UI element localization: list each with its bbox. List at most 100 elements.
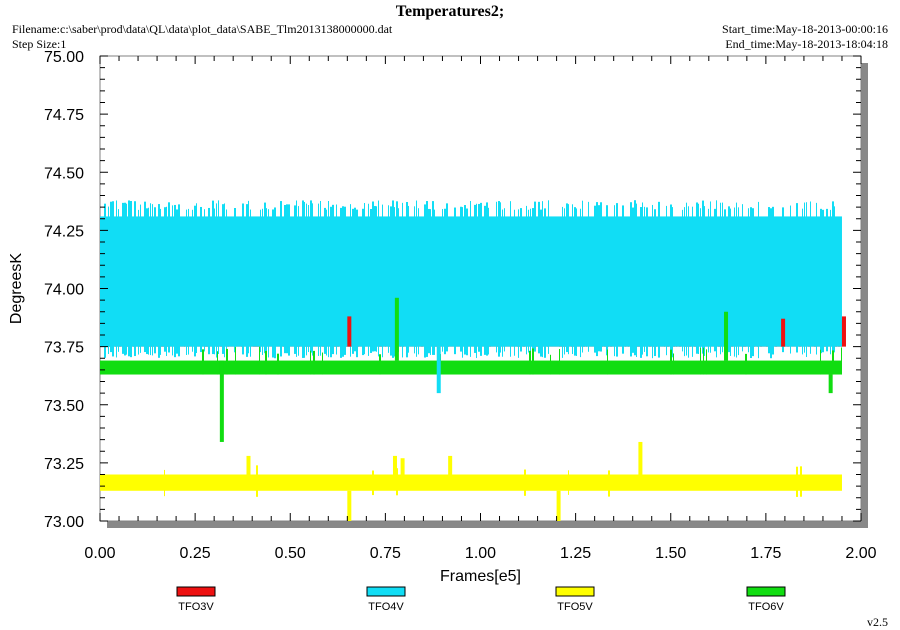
series-spike — [364, 203, 365, 355]
series-spike — [460, 206, 462, 352]
series-spike — [614, 205, 615, 357]
series-spike-tfo5v — [448, 455, 453, 475]
series-spike — [160, 208, 161, 355]
series-spike — [176, 209, 178, 354]
series-spike — [480, 202, 482, 356]
series-spike — [442, 209, 443, 352]
series-spike — [146, 208, 148, 355]
chart-title: Temperatures2; — [395, 3, 505, 20]
series-spike — [703, 347, 704, 375]
series-spike — [572, 204, 573, 355]
series-spike — [834, 206, 835, 353]
series-spike — [672, 207, 673, 358]
series-spike — [548, 200, 549, 354]
series-spike — [104, 203, 106, 358]
series-spike — [752, 208, 754, 357]
y-tick-label: 73.25 — [44, 456, 84, 473]
series-spike — [126, 203, 127, 355]
series-spike — [310, 350, 311, 375]
series-spike — [596, 202, 598, 357]
series-spike — [302, 200, 304, 358]
series-spike — [700, 208, 701, 357]
series-spike-tfo5v — [246, 455, 251, 475]
series-spike — [130, 200, 132, 358]
series-spike — [288, 204, 290, 356]
series-spike — [702, 200, 704, 354]
series-spike-tfo5v — [638, 441, 643, 475]
series-spike — [538, 201, 540, 354]
series-spike — [576, 208, 577, 356]
series-spike — [430, 209, 431, 355]
series-spike — [841, 347, 842, 375]
series-spike — [454, 207, 456, 355]
series-spike — [226, 209, 227, 355]
series-spike — [298, 206, 299, 356]
end-time-label: End_time:May-18-2013-18:04:18 — [725, 37, 888, 51]
series-spike — [582, 200, 583, 353]
series-spike — [418, 208, 419, 355]
series-spike — [600, 202, 602, 352]
series-spike — [750, 207, 752, 359]
series-spike-tfo6v — [219, 360, 224, 442]
x-tick-label: 1.25 — [560, 545, 591, 562]
series-spike — [696, 202, 698, 354]
series-spike — [280, 201, 282, 357]
series-spike — [242, 203, 244, 355]
x-tick-label: 0.00 — [84, 545, 115, 562]
series-spike — [216, 203, 217, 358]
series-spike — [154, 207, 156, 354]
series-spike — [310, 200, 312, 353]
series-spike — [250, 209, 251, 357]
series-spike — [758, 201, 759, 359]
series-spike — [188, 208, 189, 355]
series-spike-tfo3v — [781, 318, 786, 347]
series-spike — [532, 348, 534, 375]
series-spike — [122, 202, 124, 354]
series-spike — [294, 205, 296, 354]
series-spike — [484, 205, 486, 355]
series-spike — [354, 207, 356, 352]
series-spike — [700, 347, 701, 375]
series-spike — [710, 201, 711, 353]
legend-label-tfo6v: TFO6V — [748, 601, 784, 613]
series-spike — [268, 209, 269, 358]
series-spike — [272, 209, 274, 358]
series-spike — [716, 200, 717, 358]
series-spike — [544, 208, 546, 358]
series-spike — [476, 203, 477, 359]
series-spike — [226, 348, 228, 375]
series-spike — [736, 202, 737, 358]
series-spike — [118, 209, 119, 352]
series-spike — [194, 205, 196, 357]
x-tick-label: 1.50 — [655, 545, 686, 562]
series-spike — [534, 201, 536, 352]
series-spike — [540, 209, 542, 357]
series-spike — [559, 348, 560, 375]
series-spike — [510, 201, 511, 357]
series-spike — [832, 201, 834, 352]
y-tick-label: 74.25 — [44, 223, 84, 240]
series-spike — [296, 200, 297, 357]
series-spike — [336, 204, 337, 355]
series-spike — [464, 205, 466, 355]
series-spike — [320, 200, 321, 356]
series-spike — [632, 207, 634, 353]
series-spike — [730, 208, 731, 356]
y-tick-label: 73.00 — [44, 514, 84, 531]
series-spike — [368, 203, 369, 356]
series-spike — [330, 206, 332, 358]
series-spike — [112, 201, 114, 357]
series-layer — [100, 200, 846, 521]
series-spike — [594, 205, 596, 353]
series-spike — [772, 206, 774, 355]
series-spike — [800, 466, 802, 497]
series-spike — [402, 202, 403, 358]
series-spike — [398, 208, 399, 353]
series-spike — [174, 204, 176, 358]
series-spike — [646, 207, 648, 357]
series-spike — [202, 349, 204, 375]
series-spike — [124, 202, 126, 356]
series-spike — [318, 203, 319, 356]
series-spike — [816, 202, 817, 355]
